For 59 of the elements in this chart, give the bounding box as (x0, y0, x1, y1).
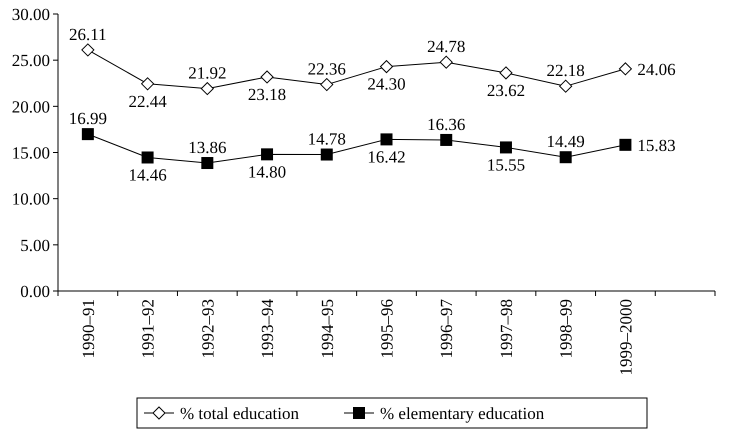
data-label: 16.99 (68, 109, 107, 128)
x-tick-label: 1997–98 (496, 299, 516, 358)
y-tick-label: 0.00 (20, 282, 50, 301)
y-tick-label: 5.00 (20, 236, 50, 255)
point (320, 78, 334, 92)
x-tick-label: 1990–91 (78, 299, 98, 358)
x-tick-label: 1995–96 (378, 299, 396, 358)
y-tick-label: 10.00 (12, 190, 50, 209)
point (618, 62, 632, 76)
x-tick-label: 1999–2000 (616, 299, 636, 376)
data-label: 24.06 (637, 60, 676, 79)
point (82, 128, 94, 140)
data-label: 16.36 (427, 114, 466, 134)
point (201, 157, 214, 170)
point (440, 134, 452, 146)
point (560, 151, 572, 164)
data-label: 24.78 (427, 37, 466, 56)
data-label: 22.18 (546, 61, 585, 80)
data-label: 23.18 (248, 84, 286, 104)
data-label: 23.62 (486, 80, 526, 100)
point (380, 60, 393, 74)
point (320, 148, 333, 161)
point (500, 141, 512, 154)
point (81, 43, 94, 56)
data-label: 14.80 (248, 162, 286, 182)
data-label: 14.46 (128, 165, 167, 184)
point (380, 133, 392, 146)
x-tick-label: 1998–99 (556, 299, 576, 358)
data-label: 21.92 (188, 64, 226, 83)
point (142, 151, 154, 164)
data-label: 14.78 (308, 130, 346, 149)
y-tick-label: 15.00 (12, 144, 50, 162)
y-tick-label: 20.00 (12, 97, 50, 116)
x-tick-label: 1996–97 (437, 298, 456, 358)
x-tick-label: 1992–93 (198, 299, 218, 358)
point (261, 148, 274, 160)
point (200, 82, 214, 96)
y-tick-label: 30.00 (12, 5, 50, 24)
x-tick-label: 1993–94 (258, 298, 278, 358)
data-label: 15.55 (486, 155, 526, 174)
data-label: 24.30 (367, 74, 406, 94)
data-label: 16.42 (367, 147, 406, 166)
data-label: 13.86 (188, 138, 226, 158)
data-label: 22.44 (128, 92, 168, 111)
x-tick-label: 1991–92 (138, 299, 158, 358)
legend-label: % elementary education (380, 404, 545, 423)
point (260, 70, 274, 84)
data-label: 15.83 (637, 136, 676, 155)
point (141, 77, 154, 90)
point (499, 66, 512, 80)
data-label: 26.11 (69, 24, 107, 44)
point (440, 56, 453, 69)
data-label: 14.49 (546, 132, 585, 152)
point (559, 80, 572, 93)
x-tick-label: 1994–95 (318, 299, 337, 358)
data-label: 22.36 (308, 60, 346, 79)
point (619, 138, 632, 151)
y-tick-label: 25.00 (12, 51, 50, 70)
legend-label: % total education (180, 404, 300, 423)
